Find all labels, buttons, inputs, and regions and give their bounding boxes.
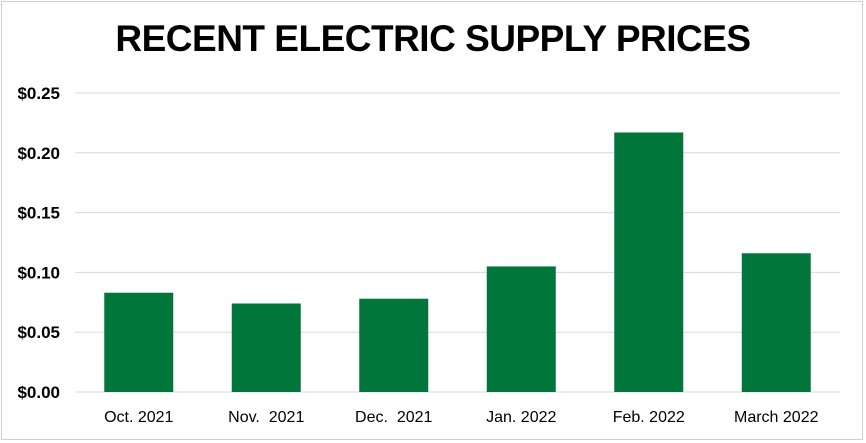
x-tick-label: Oct. 2021 <box>104 409 173 426</box>
x-tick-label: Nov. 2021 <box>228 409 304 426</box>
gridlines <box>75 92 840 393</box>
x-tick-label: Feb. 2022 <box>613 409 685 426</box>
bars <box>104 132 811 392</box>
y-tick-label: $0.25 <box>17 84 60 103</box>
bar <box>614 132 684 392</box>
x-tick-label: Dec. 2021 <box>355 409 432 426</box>
bar <box>486 266 556 392</box>
y-tick-label: $0.10 <box>17 263 60 282</box>
y-tick-label: $0.15 <box>17 204 60 223</box>
chart-title: RECENT ELECTRIC SUPPLY PRICES <box>115 18 751 59</box>
y-axis-ticks: $0.00 $0.05 $0.10 $0.15 $0.20 $0.25 <box>17 84 60 402</box>
bar <box>741 253 811 392</box>
y-tick-label: $0.20 <box>17 144 60 163</box>
bar <box>359 298 429 392</box>
x-tick-label: Jan. 2022 <box>486 409 556 426</box>
y-tick-label: $0.05 <box>17 323 60 342</box>
bar <box>231 303 301 392</box>
x-tick-label: March 2022 <box>734 409 819 426</box>
x-axis-ticks: Oct. 2021 Nov. 2021 Dec. 2021 Jan. 2022 Feb.… <box>104 409 819 426</box>
y-tick-label: $0.00 <box>17 383 60 402</box>
bar <box>104 292 174 392</box>
